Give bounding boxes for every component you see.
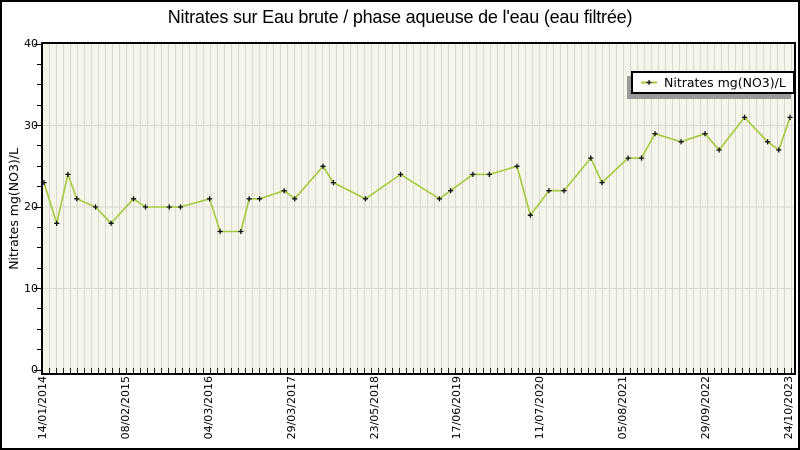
x-axis-tick-label: 04/03/2016	[201, 376, 215, 440]
y-axis-minor-tick	[37, 267, 41, 269]
y-axis-tick-label: 30	[24, 118, 38, 132]
y-axis-minor-tick	[37, 63, 41, 65]
y-axis-tick-label: 0	[31, 363, 38, 376]
y-axis-major-tick	[34, 125, 41, 126]
y-axis-minor-tick	[37, 186, 41, 188]
plot-area	[41, 42, 796, 375]
y-axis-minor-tick	[37, 84, 41, 86]
legend-marker-icon	[641, 80, 657, 85]
y-axis-minor-tick	[37, 165, 41, 167]
data-point-markers	[43, 114, 793, 235]
x-axis-tick-label: 11/07/2020	[533, 376, 547, 440]
x-axis-tick-label: 29/03/2017	[284, 376, 298, 440]
legend-label: Nitrates mg(NO3)/L	[664, 75, 786, 90]
y-axis-major-tick	[34, 206, 41, 208]
x-axis-tick-label: 05/08/2021	[616, 376, 630, 440]
x-axis-tick-label: 29/09/2022	[699, 376, 713, 440]
y-axis-minor-tick	[37, 226, 41, 228]
y-axis-major-tick	[34, 369, 41, 371]
data-series-svg	[43, 114, 794, 289]
y-axis-major-tick	[34, 288, 41, 289]
y-axis-tick-label: 10	[24, 281, 38, 295]
chart-title: Nitrates sur Eau brute / phase aqueuse d…	[167, 7, 633, 27]
legend: Nitrates mg(NO3)/L	[631, 71, 795, 94]
y-axis-minor-tick	[37, 308, 41, 310]
x-axis-tick-label: 14/01/2014	[36, 376, 49, 440]
y-axis-minor-tick	[37, 328, 41, 330]
y-axis-minor-tick	[37, 349, 41, 351]
y-axis-major-tick	[34, 43, 41, 45]
data-series-line	[43, 116, 791, 233]
y-axis-minor-tick	[37, 104, 41, 106]
y-axis-tick-label: 40	[24, 37, 38, 50]
x-axis-tick-label: 17/06/2019	[450, 376, 464, 440]
x-axis-tick-label: 23/05/2018	[367, 376, 381, 440]
y-axis-minor-tick	[37, 247, 41, 249]
y-axis-tick-label: 20	[24, 200, 38, 213]
x-axis-tick-label: 24/10/2023	[782, 376, 795, 440]
y-axis-minor-tick	[37, 145, 41, 147]
x-axis-tick-comb	[43, 368, 794, 373]
x-axis-tick-label: 08/02/2015	[118, 376, 132, 440]
plot-grid	[43, 44, 794, 373]
